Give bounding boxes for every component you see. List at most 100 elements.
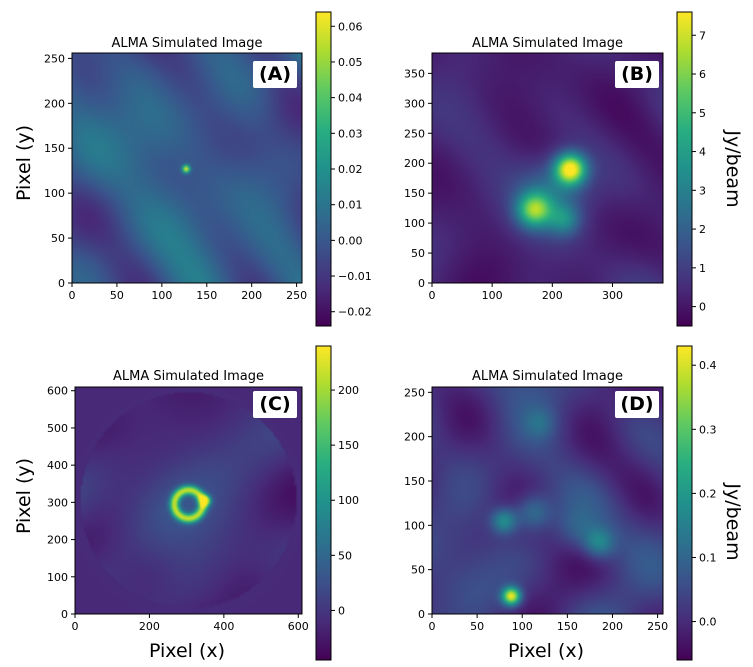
colorbar-tick-label: 50 [338,549,352,562]
ylabel-bottom: Pixel (y) [13,458,35,534]
y-tick-label: 500 [47,422,68,435]
x-tick-label: 0 [72,620,79,633]
colorbar-label: Jy/beam [722,129,744,207]
y-tick-label: 200 [404,157,425,170]
x-tick-label: 0 [429,289,436,302]
heatmap-image [432,53,663,283]
colorbar-tick-label: 200 [338,384,359,397]
y-tick-label: 600 [47,385,68,398]
colorbar [676,345,693,661]
y-tick-label: 150 [404,187,425,200]
colorbar-tick-label: −0.02 [338,306,372,319]
colorbar-tick-label: 0 [338,604,345,617]
colorbar-tick-label: 0.2 [699,487,717,500]
y-tick-label: 0 [58,277,65,290]
x-tick-label: 100 [151,289,172,302]
panel-title: ALMA Simulated Image [472,36,623,51]
axes-frame [74,386,303,615]
x-tick-label: 0 [429,620,436,633]
y-tick-label: 50 [411,247,425,260]
colorbar-tick-label: 1 [699,262,706,275]
x-tick-label: 200 [542,289,563,302]
x-tick-label: 150 [196,289,217,302]
axes-frame [431,386,664,615]
colorbar-tick-label: 4 [699,146,706,159]
panel-title: ALMA Simulated Image [472,369,623,384]
panel-tag: (C) [253,391,297,418]
x-tick-label: 600 [288,620,309,633]
heatmap-image [432,387,663,614]
y-tick-label: 50 [411,564,425,577]
y-tick-label: 50 [51,232,65,245]
y-tick-label: 100 [404,519,425,532]
colorbar-tick-label: 5 [699,107,706,120]
colorbar [676,11,693,327]
colorbar-tick-label: 0.01 [338,199,363,212]
y-tick-label: 100 [44,187,65,200]
panel-c: ALMA Simulated Image (C) 0 200 400 600 0 100 200… [47,345,359,661]
x-tick-label: 300 [602,289,623,302]
colorbar [315,11,332,327]
x-tick-label: 250 [286,289,307,302]
x-tick-label: 200 [602,620,623,633]
y-tick-label: 250 [44,52,65,65]
colorbar-tick-label: 0.04 [338,92,363,105]
colorbar-label: Jy/beam [722,482,744,560]
panel-tag-label: (A) [259,63,291,85]
y-tick-label: 150 [404,475,425,488]
colorbar-tick-label: 0.03 [338,127,363,140]
x-tick-label: 400 [213,620,234,633]
panel-tag: (B) [615,61,659,88]
panel-tag-label: (D) [620,393,653,415]
colorbar-tick-label: 0.06 [338,20,363,33]
colorbar [315,345,332,661]
colorbar-tick-label: 7 [699,29,706,42]
colorbar-tick-label: 0.1 [699,551,717,564]
x-tick-label: 100 [482,289,503,302]
y-tick-label: 0 [61,608,68,621]
ylabel-top: Pixel (y) [13,125,35,201]
colorbar-tick-label: 0.02 [338,163,363,176]
y-tick-label: 350 [404,67,425,80]
x-tick-label: 200 [241,289,262,302]
y-tick-label: 150 [44,142,65,155]
x-tick-label: 50 [470,620,484,633]
colorbar-tick-label: 0.4 [699,359,717,372]
panel-tag-label: (C) [259,393,290,415]
y-tick-label: 0 [418,608,425,621]
axes-frame [71,52,303,284]
y-tick-label: 250 [404,127,425,140]
y-tick-label: 200 [47,534,68,547]
panel-title: ALMA Simulated Image [113,369,264,384]
panel-title: ALMA Simulated Image [112,36,263,51]
colorbar-tick-label: 0.3 [699,423,717,436]
axes-frame [431,52,664,284]
panel-d: ALMA Simulated Image (D) 0 50 100 150 200 250 0 5… [404,345,744,661]
x-tick-label: 150 [557,620,578,633]
y-tick-label: 300 [404,97,425,110]
colorbar-tick-label: 100 [338,494,359,507]
x-tick-label: 200 [139,620,160,633]
xlabel-right: Pixel (x) [508,640,584,662]
y-tick-label: 100 [47,571,68,584]
panel-tag-label: (B) [621,63,653,85]
x-tick-label: 0 [69,289,76,302]
x-tick-label: 250 [647,620,668,633]
colorbar-tick-label: 0.00 [338,234,363,247]
colorbar-tick-label: 0.0 [699,616,717,629]
colorbar-tick-label: −0.01 [338,270,372,283]
colorbar-tick-label: 0 [699,301,706,314]
panel-b: ALMA Simulated Image (B) 0 100 200 300 0 50 100 1… [404,11,744,327]
colorbar-tick-label: 6 [699,68,706,81]
heatmap-image [72,53,302,283]
panel-tag: (A) [253,61,297,88]
colorbar-tick-label: 150 [338,439,359,452]
panel-tag: (D) [615,391,659,418]
y-tick-label: 300 [47,496,68,509]
y-tick-label: 250 [404,386,425,399]
colorbar-tick-label: 0.05 [338,56,363,69]
y-tick-label: 100 [404,217,425,230]
y-tick-label: 200 [404,431,425,444]
heatmap-image [75,387,302,614]
